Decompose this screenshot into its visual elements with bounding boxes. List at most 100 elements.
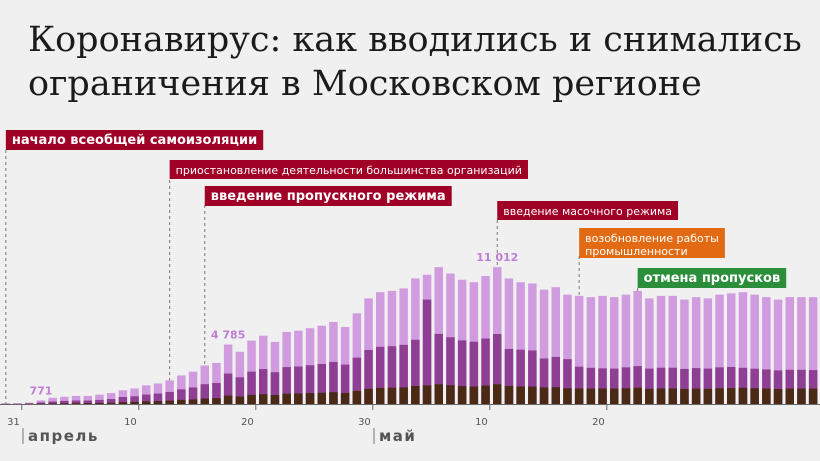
bar-bottom <box>48 403 57 404</box>
bar-total <box>106 393 116 404</box>
event-label-box <box>579 228 725 258</box>
bar-total <box>574 295 584 404</box>
x-tick-label: 31 <box>7 417 20 428</box>
bar-middle <box>785 369 794 404</box>
bar-bottom <box>738 387 748 404</box>
bar-total <box>13 403 22 404</box>
bar-middle <box>621 367 631 404</box>
bar-bottom <box>165 400 174 404</box>
bar-total <box>680 299 689 404</box>
event-label-text: введение пропускного режима <box>211 189 446 204</box>
bar-middle <box>680 368 689 404</box>
bar-total <box>656 295 666 404</box>
bar-total <box>738 292 748 404</box>
bar-bottom <box>352 390 362 404</box>
bar-middle <box>142 394 151 404</box>
bar-total <box>60 396 69 404</box>
bar-total <box>71 395 81 404</box>
bar-bottom <box>270 395 280 404</box>
bar-middle <box>352 357 362 404</box>
bar-middle <box>762 369 771 404</box>
bar-bottom <box>446 385 455 404</box>
bar-bottom <box>340 392 350 404</box>
event-label-text: введение масочного режима <box>503 205 672 218</box>
bar-middle <box>95 399 104 404</box>
event-label-text: промышленности <box>585 245 687 258</box>
bar-middle <box>259 369 268 404</box>
event-label-box <box>169 160 528 179</box>
bar-middle <box>563 359 572 404</box>
bar-total <box>83 395 92 404</box>
bar-middle <box>118 397 128 404</box>
bar-middle <box>270 372 280 404</box>
bar-middle <box>703 368 713 404</box>
bar-bottom <box>188 399 198 404</box>
bar-middle <box>633 366 642 404</box>
bar-middle <box>504 348 514 404</box>
bar-bottom <box>247 394 256 404</box>
bar-bottom <box>516 386 525 404</box>
bar-bottom <box>563 388 572 404</box>
bar-middle <box>364 349 373 404</box>
value-annotation: 11 012 <box>476 251 518 264</box>
bar-total <box>563 294 572 404</box>
bar-bottom <box>808 388 818 404</box>
bar-total <box>750 294 759 404</box>
bar-middle <box>539 358 549 404</box>
bar-bottom <box>668 388 677 404</box>
event-label-text: начало всеобщей самоизоляции <box>12 133 257 148</box>
x-tick-label: 10 <box>124 417 137 428</box>
bar-middle <box>656 367 666 404</box>
bar-middle <box>797 369 806 404</box>
event-label-text: отмена пропусков <box>644 271 781 286</box>
event-label-box <box>637 268 787 288</box>
bar-middle <box>83 400 92 404</box>
bar-total <box>797 297 806 404</box>
bar-total <box>504 278 514 404</box>
bar-total <box>610 297 619 404</box>
bar-middle <box>399 344 408 404</box>
bar-bottom <box>481 385 490 404</box>
bar-middle <box>376 346 385 404</box>
bar-total <box>715 294 724 404</box>
bar-middle <box>212 382 221 404</box>
bar-total <box>130 388 139 404</box>
bar-middle <box>48 401 57 404</box>
x-tick-label: 10 <box>475 417 488 428</box>
bar-bottom <box>130 401 139 404</box>
bar-middle <box>305 365 315 404</box>
bar-bottom <box>551 387 560 404</box>
bar-total <box>516 282 525 404</box>
bar-bottom <box>528 386 537 404</box>
bar-bottom <box>259 394 268 404</box>
bar-middle <box>247 371 256 404</box>
bar-middle <box>457 340 467 404</box>
bar-middle <box>71 400 81 404</box>
bar-bottom <box>83 403 92 404</box>
bar-middle <box>106 399 116 404</box>
bar-middle <box>36 402 46 404</box>
bar-total <box>621 294 631 404</box>
bar-bottom <box>60 403 69 404</box>
bar-bottom <box>633 387 642 404</box>
bar-bottom <box>177 399 186 404</box>
bar-middle <box>294 366 303 404</box>
bar-middle <box>422 299 432 404</box>
bar-total <box>633 290 642 404</box>
bar-middle <box>551 356 560 404</box>
bar-middle <box>727 366 736 404</box>
bar-bottom <box>282 393 291 404</box>
value-annotation: 771 <box>29 384 52 397</box>
bar-bottom <box>773 388 783 404</box>
bar-middle <box>235 377 245 404</box>
bar-middle <box>598 368 607 404</box>
bar-middle <box>60 400 69 404</box>
bar-bottom <box>586 388 596 404</box>
month-label: апрель <box>28 427 99 445</box>
bar-total <box>551 287 560 404</box>
bar-bottom <box>411 385 420 404</box>
bar-bottom <box>422 385 432 404</box>
month-label: май <box>379 427 416 445</box>
bar-bottom <box>305 393 315 404</box>
